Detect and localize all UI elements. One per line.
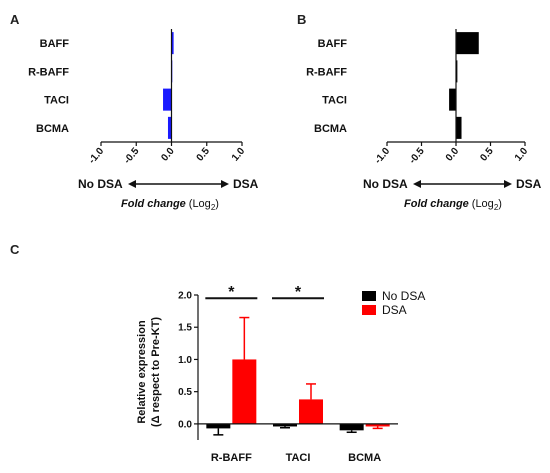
y-tick-label: 0.5 bbox=[178, 387, 192, 398]
bar-baff bbox=[456, 32, 479, 55]
panel-a-dsa-label: DSA bbox=[233, 177, 259, 191]
category-label-taci: TACI bbox=[44, 95, 69, 107]
panel-b-x-title-close: ) bbox=[498, 198, 502, 210]
category-label-r-baff: R-BAFF bbox=[306, 66, 347, 78]
panel-c-error-bars bbox=[213, 316, 383, 436]
bar-bcma bbox=[456, 116, 462, 139]
panel-c-y-title-line1: Relative expression bbox=[136, 320, 148, 424]
x-tick-label: -0.5 bbox=[122, 146, 142, 167]
category-label-bcma: BCMA bbox=[348, 452, 381, 464]
legend-swatch-dsa bbox=[362, 305, 376, 315]
bar-dsa-taci bbox=[299, 399, 323, 424]
x-tick-label: 0.5 bbox=[195, 146, 213, 164]
panel-letter-a: A bbox=[10, 12, 20, 27]
bar-baff bbox=[171, 32, 174, 55]
panel-c-significance: * * bbox=[205, 284, 324, 301]
category-label-bcma: BCMA bbox=[314, 123, 347, 135]
bar-dsa-bcma bbox=[365, 423, 390, 427]
panel-b-no-dsa-label: No DSA bbox=[363, 177, 408, 191]
y-tick-label: 1.0 bbox=[178, 355, 192, 366]
bar-r-baff bbox=[456, 60, 458, 83]
panel-a-arrow-right bbox=[221, 180, 229, 188]
y-tick-label: 1.5 bbox=[178, 323, 192, 334]
x-tick-label: 1.0 bbox=[513, 146, 531, 164]
panel-c-category-labels: R-BAFF TACI BCMA bbox=[211, 452, 381, 464]
panel-a-x-title-main: Fold change bbox=[121, 198, 186, 210]
panel-a: A BAFF R-BAFF TACI BCMA -1.0 -0.5 0.0 0.5 1.0 N… bbox=[10, 12, 259, 212]
panel-a-no-dsa-label: No DSA bbox=[78, 177, 123, 191]
panel-letter-b: B bbox=[297, 12, 306, 27]
significance-star: * bbox=[228, 284, 235, 301]
legend-swatch-no-dsa bbox=[362, 291, 376, 301]
panel-a-x-title-sub: 2 bbox=[211, 203, 216, 212]
panel-b-arrow-right bbox=[504, 180, 512, 188]
x-tick-label: 0.0 bbox=[159, 146, 177, 164]
category-label-baff: BAFF bbox=[40, 38, 70, 50]
panel-b-x-title-main: Fold change bbox=[404, 198, 469, 210]
x-tick-label: 0.0 bbox=[444, 146, 462, 164]
legend-label-no-dsa: No DSA bbox=[382, 289, 425, 303]
panel-a-category-labels: BAFF R-BAFF TACI BCMA bbox=[28, 38, 69, 135]
panel-b: B BAFF R-BAFF TACI BCMA -1.0 -0.5 0.0 0.5 1.0 N… bbox=[297, 12, 542, 212]
x-tick-label: 1.0 bbox=[230, 146, 248, 164]
panel-b-dsa-label: DSA bbox=[516, 177, 542, 191]
panel-c-y-ticks: 0.0 0.5 1.0 1.5 2.0 bbox=[178, 291, 198, 430]
panel-c: C 0.00.51.01.52.0 R-BAFF TACI BCMA * * Rela… bbox=[10, 242, 425, 464]
panel-c-bars bbox=[206, 359, 390, 431]
panel-a-x-axis-title: Fold change (Log2) bbox=[121, 198, 219, 212]
panel-letter-c: C bbox=[10, 242, 20, 257]
category-label-bcma: BCMA bbox=[36, 123, 69, 135]
y-tick-label: 0.0 bbox=[178, 419, 192, 430]
x-tick-label: 0.5 bbox=[478, 146, 496, 164]
bar-taci bbox=[449, 88, 456, 111]
bar-taci bbox=[163, 88, 172, 111]
panel-b-category-labels: BAFF R-BAFF TACI BCMA bbox=[306, 38, 347, 135]
significance-star: * bbox=[295, 284, 302, 301]
panel-b-x-axis-title: Fold change (Log2) bbox=[404, 198, 502, 212]
panel-b-x-title-sub: 2 bbox=[494, 203, 499, 212]
bar-no-dsa-taci bbox=[273, 423, 297, 427]
x-tick-label: -1.0 bbox=[373, 146, 393, 167]
category-label-taci: TACI bbox=[286, 452, 311, 464]
bar-dsa-r-baff bbox=[232, 359, 257, 424]
panel-b-x-ticks: -1.0 -0.5 0.0 0.5 1.0 bbox=[373, 142, 531, 166]
panel-a-x-title-log: (Log bbox=[189, 198, 211, 210]
panel-a-x-ticks: -1.0 -0.5 0.0 0.5 1.0 bbox=[87, 142, 248, 166]
category-label-taci: TACI bbox=[322, 95, 347, 107]
panel-b-bars bbox=[449, 32, 479, 139]
panel-c-y-title-line2: (Δ respect to Pre-KT) bbox=[150, 317, 162, 427]
category-label-r-baff: R-BAFF bbox=[211, 452, 252, 464]
x-tick-label: -1.0 bbox=[87, 146, 107, 167]
panel-a-arrow-left bbox=[128, 180, 136, 188]
panel-b-arrow-left bbox=[413, 180, 421, 188]
category-label-r-baff: R-BAFF bbox=[28, 66, 69, 78]
y-tick-label: 2.0 bbox=[178, 291, 192, 302]
x-tick-label: -0.5 bbox=[407, 146, 427, 167]
legend-label-dsa: DSA bbox=[382, 303, 407, 317]
bar-no-dsa-r-baff bbox=[206, 423, 231, 429]
panel-a-x-title-close: ) bbox=[215, 198, 219, 210]
bar-no-dsa-bcma bbox=[339, 423, 364, 431]
panel-b-x-title-log: (Log bbox=[472, 198, 494, 210]
bar-bcma bbox=[167, 116, 172, 139]
category-label-baff: BAFF bbox=[318, 38, 348, 50]
